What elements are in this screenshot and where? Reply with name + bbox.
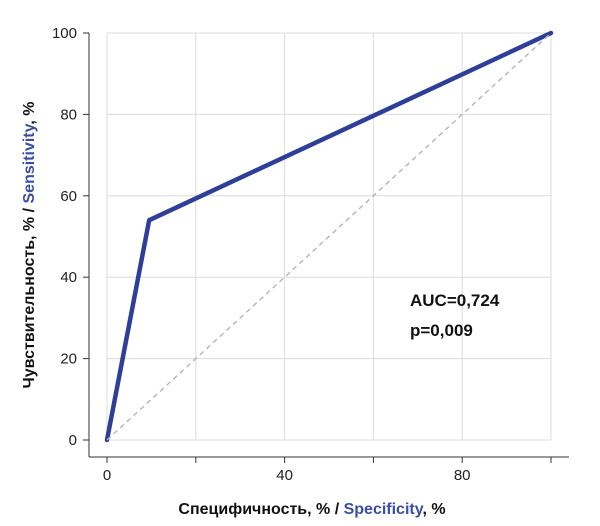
tick-labels: 0 20 40 60 80 100 0 40 80 (52, 25, 471, 484)
y-tick-label: 80 (60, 106, 77, 123)
y-axis-title-en: Sensitivity (21, 123, 38, 203)
y-axis-title-suffix: , % (21, 102, 38, 125)
axes (83, 32, 569, 463)
x-axis-title: Специфичность, % / Specificity, % (178, 501, 445, 518)
gridlines (106, 32, 552, 441)
roc-curve-line (104, 30, 554, 443)
y-tick-label: 40 (60, 269, 77, 286)
y-tick-label: 60 (60, 188, 77, 205)
annotation-auc: AUC=0,724 (410, 291, 500, 310)
y-tick-label: 0 (69, 432, 77, 449)
y-tick-label: 20 (60, 351, 77, 368)
annotation-p-value: p=0,009 (410, 321, 473, 340)
x-axis-title-suffix: , % (422, 501, 445, 518)
series-layer (104, 30, 554, 443)
x-axis-title-en: Specificity (344, 501, 424, 518)
x-tick-label: 80 (454, 467, 471, 484)
y-tick-label: 100 (52, 25, 77, 42)
y-axis-title: Чувствительность, % / Sensitivity, % (21, 102, 38, 389)
y-axis-title-ru: Чувствительность, % / (21, 204, 38, 389)
x-tick-label: 0 (103, 467, 111, 484)
x-tick-label: 40 (276, 467, 293, 484)
reference-diagonal-line (106, 32, 552, 441)
x-axis-title-ru: Специфичность, % / (178, 501, 343, 518)
